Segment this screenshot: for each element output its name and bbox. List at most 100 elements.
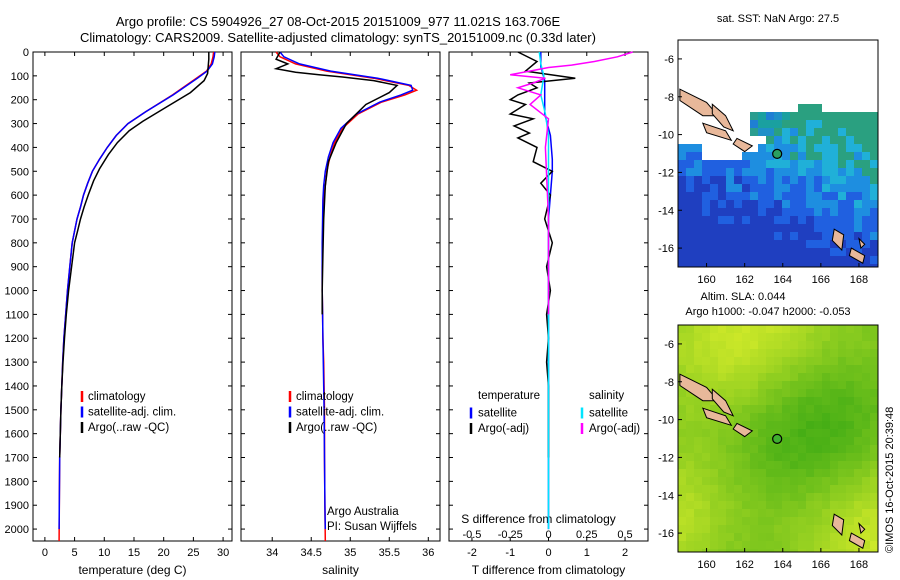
depth-tick-label: 700: [11, 214, 29, 226]
depth-tick-label: 1700: [5, 453, 29, 465]
map-cell: [774, 240, 783, 249]
map-cell: [774, 405, 783, 414]
map-cell: [870, 461, 878, 470]
map-cell: [758, 357, 767, 366]
map-cell: [774, 381, 783, 390]
map-cell: [758, 325, 767, 334]
map-cell: [790, 461, 799, 470]
map-cell: [734, 493, 743, 502]
map-cell: [822, 325, 831, 334]
map-cell: [814, 469, 823, 478]
map-cell: [774, 184, 783, 193]
land-island: [701, 407, 733, 427]
map-cell: [742, 184, 751, 193]
map-cell: [742, 232, 751, 241]
map-cell: [726, 128, 735, 137]
map-cell: [774, 176, 783, 185]
map-cell: [782, 216, 791, 225]
map-cell: [870, 40, 878, 49]
map-cell: [830, 152, 839, 161]
map-cell: [694, 48, 703, 57]
map-cell: [726, 509, 735, 518]
map-cell: [830, 160, 839, 169]
map-cell: [750, 517, 759, 526]
map-cell: [678, 501, 687, 510]
map-cell: [838, 421, 847, 430]
map-cell: [726, 152, 735, 161]
map-cell: [854, 341, 863, 350]
map-cell: [838, 549, 847, 552]
map-cell: [782, 128, 791, 137]
map-cell: [782, 389, 791, 398]
map-cell: [694, 168, 703, 177]
map-cell: [790, 128, 799, 137]
map-cell: [710, 541, 719, 550]
map-cell: [718, 136, 727, 145]
map-cell: [710, 144, 719, 153]
map-cell: [694, 421, 703, 430]
map-cell: [806, 517, 815, 526]
map-cell: [870, 192, 878, 201]
map-cell: [854, 104, 863, 113]
land-island: [732, 137, 754, 153]
map-cell: [678, 461, 687, 470]
map-cell: [774, 88, 783, 97]
map-cell: [814, 357, 823, 366]
map-cell: [830, 413, 839, 422]
map-cell: [710, 168, 719, 177]
map-cell: [750, 397, 759, 406]
map-cell: [790, 405, 799, 414]
map-cell: [718, 104, 727, 113]
map-cell: [702, 501, 711, 510]
map-cell: [678, 264, 687, 267]
map-cell: [806, 152, 815, 161]
map-cell: [678, 469, 687, 478]
map-cell: [830, 128, 839, 137]
map-cell: [686, 541, 695, 550]
map-cell: [710, 184, 719, 193]
map-cell: [742, 501, 751, 510]
map-cell: [870, 240, 878, 249]
map-cell: [766, 341, 775, 350]
map-cell: [790, 429, 799, 438]
map-cell: [814, 413, 823, 422]
map-cell: [774, 349, 783, 358]
map-cell: [782, 200, 791, 209]
map-cell: [822, 413, 831, 422]
map-cell: [854, 405, 863, 414]
map-cell: [782, 365, 791, 374]
map-cell: [838, 405, 847, 414]
map-cell: [782, 208, 791, 217]
map-cell: [798, 264, 807, 267]
map-cell: [830, 541, 839, 550]
map-cell: [758, 56, 767, 65]
map-cell: [790, 112, 799, 121]
map-cell: [822, 152, 831, 161]
map-cell: [718, 192, 727, 201]
map-cell: [710, 64, 719, 73]
map-cell: [790, 357, 799, 366]
map-cell: [862, 517, 871, 526]
map-cell: [766, 397, 775, 406]
map-cell: [806, 469, 815, 478]
map-cell: [806, 176, 815, 185]
map-cell: [750, 192, 759, 201]
map-cell: [758, 421, 767, 430]
map-cell: [702, 48, 711, 57]
map-cell: [814, 240, 823, 249]
map-cell: [758, 120, 767, 129]
map-cell: [710, 469, 719, 478]
map-cell: [846, 216, 855, 225]
map-cell: [846, 477, 855, 486]
map-cell: [758, 104, 767, 113]
map-cell: [870, 501, 878, 510]
map-cell: [838, 429, 847, 438]
map-cell: [718, 389, 727, 398]
map-cell: [822, 461, 831, 470]
map-cell: [798, 357, 807, 366]
map-cell: [822, 397, 831, 406]
map-cell: [678, 48, 687, 57]
map-cell: [846, 501, 855, 510]
legend-label: Argo(..raw -QC): [88, 422, 169, 434]
